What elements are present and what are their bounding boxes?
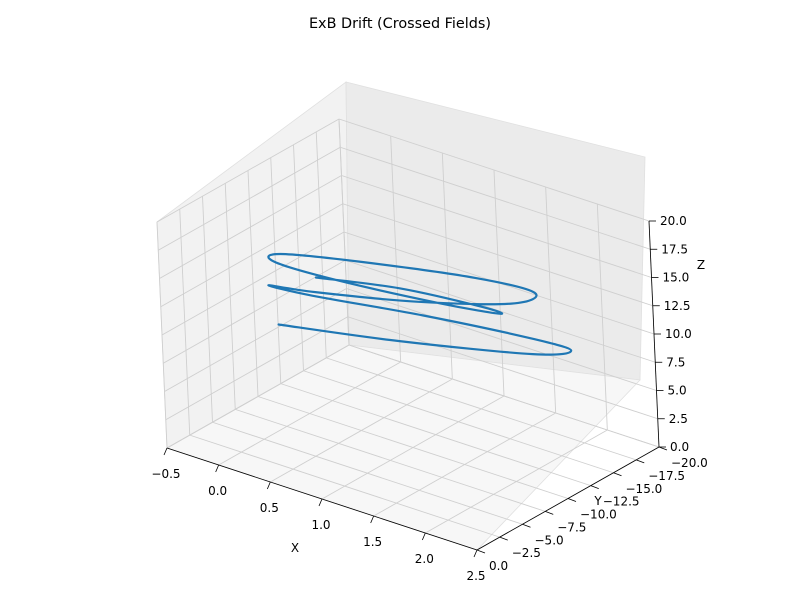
axis-lines [163, 220, 668, 558]
y-tick-mark [590, 485, 599, 489]
z-gridline [348, 344, 660, 448]
z-gridline [158, 146, 341, 251]
z-tick-label: 10.0 [665, 327, 692, 341]
z-tick-label: 15.0 [663, 271, 690, 285]
y-tick-mark [476, 549, 486, 554]
y-gridline [235, 408, 546, 512]
z-tick-label: 12.5 [664, 299, 691, 313]
y-tick-label: −12.5 [603, 495, 640, 509]
z-tick-label: 17.5 [661, 242, 688, 256]
x-tick-mark [266, 481, 271, 490]
y-tick-mark [613, 472, 622, 477]
x-axis-label: X [291, 541, 299, 555]
z-gridline [166, 344, 350, 449]
z-tick-label: 0.0 [670, 440, 689, 454]
y-gridline [280, 383, 591, 487]
y-gridline [189, 434, 500, 538]
y-tick-label: −7.5 [557, 520, 586, 534]
x-tick-label: 2.0 [415, 552, 434, 566]
x-tick-mark [370, 515, 375, 524]
x-tick-label: 2.5 [466, 569, 485, 583]
y-tick-label: 0.0 [489, 559, 508, 573]
z-gridline [347, 316, 658, 420]
y-tick-label: −15.0 [626, 482, 663, 496]
z-tick-label: 5.0 [668, 384, 687, 398]
x-tick-mark [473, 549, 478, 558]
tick-labels: −0.5 0.0 0.5 1.0 1.5 2.0 2.5 0.0 −2.5−5.0−7.5−10… [151, 214, 707, 583]
z-gridline [340, 146, 651, 250]
y-tick-mark [636, 459, 645, 464]
y-tick-mark [499, 536, 508, 541]
z-tick-label: 2.5 [669, 412, 688, 426]
pane-back [345, 81, 646, 381]
series-layer [267, 252, 573, 356]
z-tick-label: 20.0 [660, 214, 687, 228]
z-gridline [164, 288, 347, 392]
y-gridline [257, 396, 569, 499]
y-tick-label: −10.0 [580, 508, 617, 522]
z-gridline [341, 175, 652, 278]
y-tick-label: −20.0 [671, 456, 708, 470]
x-tick-label: −0.5 [151, 467, 180, 481]
z-axis-label: Z [697, 258, 705, 272]
z-gridline [159, 175, 342, 279]
y-tick-mark [522, 523, 531, 528]
z-tick-label: 7.5 [666, 355, 685, 369]
y-tick-mark [567, 498, 577, 502]
z-gridline [160, 203, 343, 308]
trajectory-line [267, 252, 573, 356]
y-axis-label: Y [593, 494, 602, 508]
z-gridline [156, 118, 340, 223]
y-tick-label: −5.0 [535, 533, 564, 547]
y-gridline [303, 370, 614, 474]
y-gridline [326, 357, 637, 461]
y-tick-mark [658, 446, 668, 451]
chart-title: ExB Drift (Crossed Fields) [309, 16, 491, 32]
z-gridline [342, 203, 653, 307]
y-tick-mark [545, 511, 554, 515]
z-gridline [338, 118, 650, 222]
x-tick-label: 0.5 [260, 501, 279, 515]
x-tick-label: 1.0 [311, 518, 330, 532]
x-tick-mark [421, 532, 426, 541]
z-gridline [161, 231, 345, 336]
z-gridline [346, 288, 657, 391]
gridlines [156, 118, 660, 551]
x-tick-label: 0.0 [208, 484, 227, 498]
x-tick-mark [215, 464, 220, 473]
y-gridline [212, 421, 523, 525]
x-tick-label: 1.5 [363, 535, 382, 549]
x-tick-mark [318, 498, 323, 507]
y-tick-label: −2.5 [512, 546, 541, 560]
x-tick-mark [163, 447, 168, 456]
z-gridline [165, 316, 348, 421]
y-tick-label: −17.5 [648, 469, 685, 483]
